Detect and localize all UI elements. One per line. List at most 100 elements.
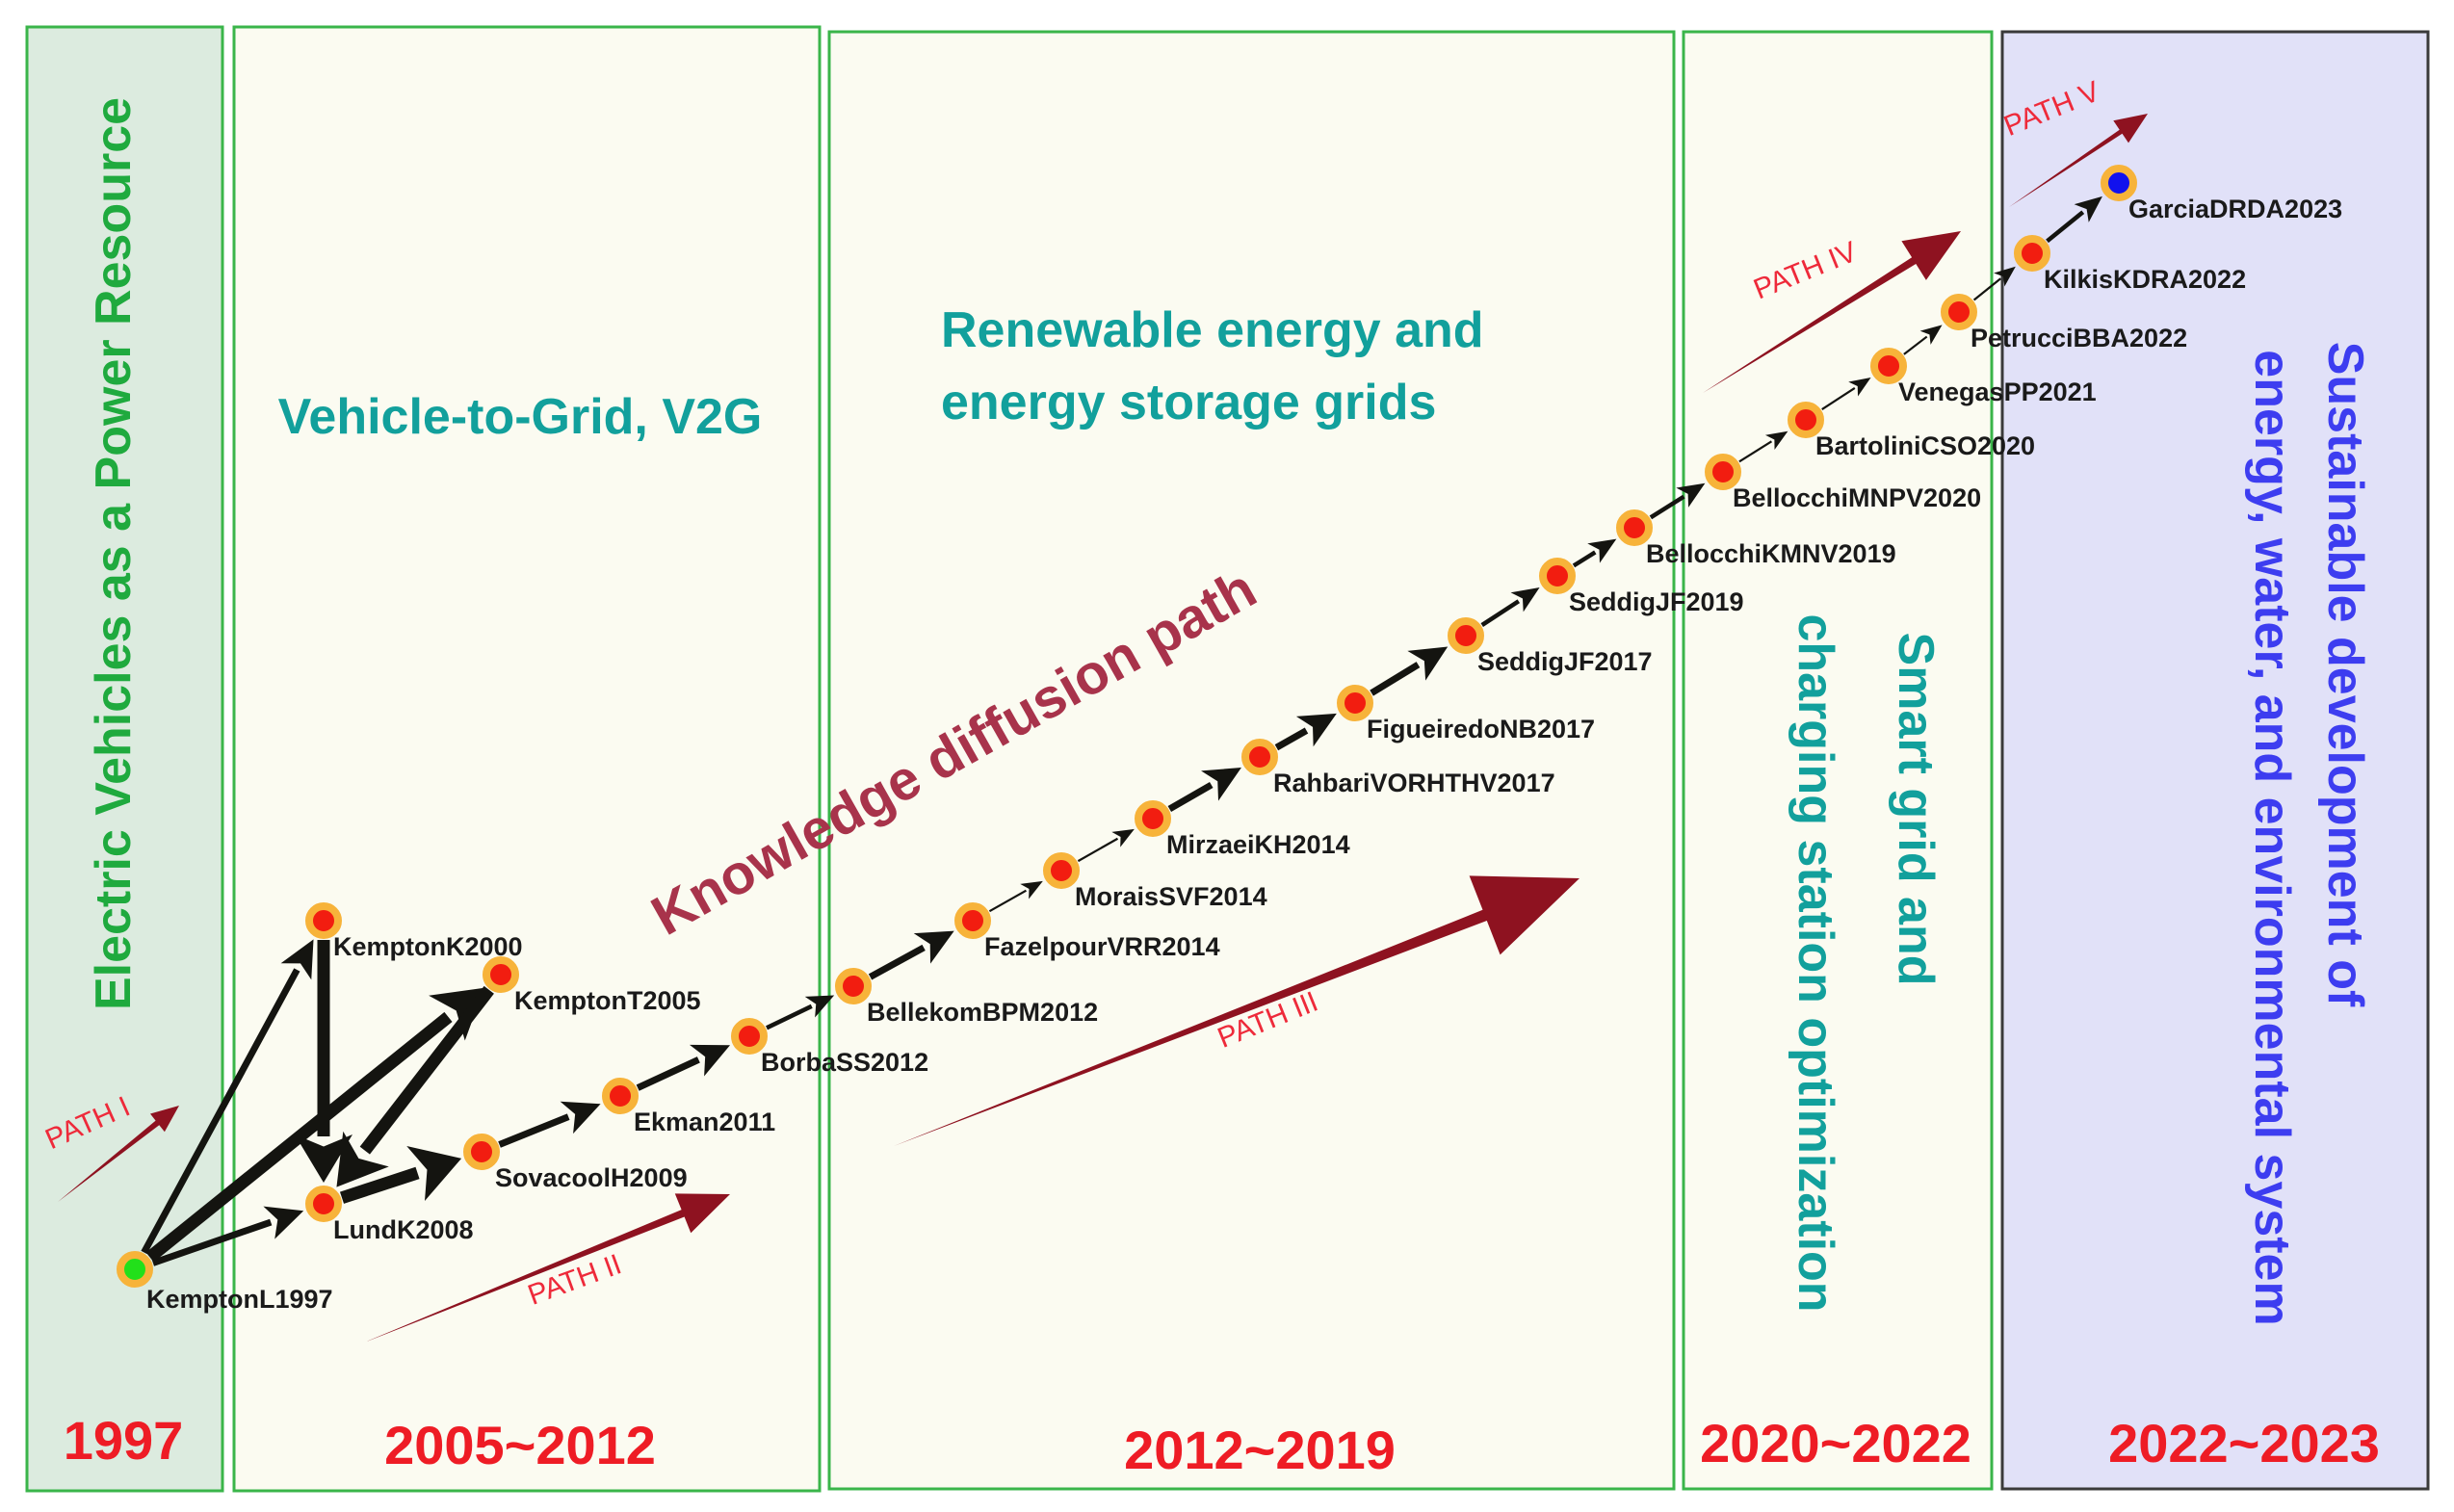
node-label-LundK2008: LundK2008 bbox=[333, 1215, 474, 1244]
edge-arrowhead bbox=[1587, 538, 1617, 563]
node-RahbariVORHTHV2017[interactable] bbox=[1241, 739, 1278, 775]
edge-SovacoolH2009-to-Ekman2011 bbox=[498, 1101, 601, 1148]
edge-line bbox=[339, 1166, 420, 1204]
node-BartoliniCSO2020[interactable] bbox=[1788, 402, 1824, 438]
node-BellocchiMNPV2020[interactable] bbox=[1705, 454, 1741, 490]
edge-arrowhead bbox=[1764, 430, 1788, 451]
edge-FigueiredoNB2017-to-SeddigJF2017 bbox=[1370, 646, 1449, 696]
node-labels: KemptonL1997 KemptonK2000 LundK2008 Kempton… bbox=[146, 195, 2342, 1314]
edge-line bbox=[1572, 550, 1597, 568]
edge-line bbox=[988, 889, 1027, 913]
edge-line bbox=[1167, 781, 1214, 813]
node-Ekman2011[interactable] bbox=[602, 1078, 639, 1114]
node-label-FigueiredoNB2017: FigueiredoNB2017 bbox=[1367, 715, 1595, 743]
edge-line bbox=[2046, 210, 2085, 244]
node-label-VenegasPP2021: VenegasPP2021 bbox=[1898, 378, 2097, 406]
edge-Ekman2011-to-BorbaSS2012 bbox=[636, 1044, 731, 1091]
node-label-KilkisKDRA2022: KilkisKDRA2022 bbox=[2044, 265, 2246, 294]
edge-arrowhead bbox=[336, 1131, 389, 1187]
node-KemptonT2005[interactable] bbox=[483, 956, 519, 993]
node-label-FazelpourVRR2014: FazelpourVRR2014 bbox=[984, 932, 1220, 961]
edge-line bbox=[1903, 335, 1928, 355]
edge-arrowhead bbox=[429, 987, 484, 1041]
theme-smart-grid-line1: Smart grid and bbox=[1888, 633, 1944, 986]
node-SovacoolH2009[interactable] bbox=[463, 1134, 500, 1170]
edge-KemptonL1997-to-LundK2008 bbox=[151, 1206, 304, 1266]
node-label-BellekomBPM2012: BellekomBPM2012 bbox=[867, 998, 1098, 1027]
edge-line bbox=[1821, 386, 1856, 411]
edge-line bbox=[1649, 494, 1685, 520]
node-label-MirzaeiKH2014: MirzaeiKH2014 bbox=[1166, 830, 1350, 859]
node-FigueiredoNB2017[interactable] bbox=[1337, 685, 1373, 721]
node-label-SeddigJF2019: SeddigJF2019 bbox=[1569, 587, 1744, 616]
node-label-MoraisSVF2014: MoraisSVF2014 bbox=[1075, 882, 1267, 911]
edge-arrowhead bbox=[1111, 828, 1135, 847]
citation-edges bbox=[141, 196, 2102, 1266]
edge-arrowhead bbox=[295, 1134, 352, 1183]
node-label-BellocchiKMNV2019: BellocchiKMNV2019 bbox=[1646, 539, 1896, 568]
edge-BartoliniCSO2020-to-VenegasPP2021 bbox=[1821, 378, 1871, 411]
node-VenegasPP2021[interactable] bbox=[1870, 348, 1907, 384]
theme-smart-grid-line2: charging station optimization bbox=[1788, 613, 1843, 1312]
edge-LundK2008-to-SovacoolH2009 bbox=[339, 1146, 462, 1204]
theme-sustainable-line1: Sustainable development of bbox=[2317, 342, 2373, 1007]
edge-arrowhead bbox=[263, 1206, 304, 1239]
node-label-Ekman2011: Ekman2011 bbox=[634, 1108, 775, 1136]
edge-SeddigJF2017-to-SeddigJF2019 bbox=[1480, 587, 1540, 627]
node-GarciaDRDA2023[interactable] bbox=[2101, 165, 2137, 201]
node-SeddigJF2019[interactable] bbox=[1539, 558, 1576, 594]
edge-line bbox=[1480, 599, 1521, 627]
edge-arrowhead bbox=[1407, 646, 1449, 681]
year-label-2020-2022: 2020~2022 bbox=[1700, 1413, 1971, 1473]
edge-arrowhead bbox=[406, 1146, 462, 1202]
node-label-GarciaDRDA2023: GarciaDRDA2023 bbox=[2128, 195, 2342, 223]
year-label-1997: 1997 bbox=[64, 1410, 184, 1471]
citation-nodes bbox=[117, 165, 2137, 1288]
edge-arrowhead bbox=[1201, 767, 1241, 801]
node-label-BellocchiMNPV2020: BellocchiMNPV2020 bbox=[1733, 483, 1981, 512]
node-BellekomBPM2012[interactable] bbox=[835, 968, 872, 1004]
node-MoraisSVF2014[interactable] bbox=[1043, 852, 1080, 889]
edge-line bbox=[636, 1056, 700, 1091]
node-label-SeddigJF2017: SeddigJF2017 bbox=[1477, 647, 1653, 676]
node-KilkisKDRA2022[interactable] bbox=[2014, 235, 2050, 272]
edge-arrowhead bbox=[2074, 196, 2102, 222]
edge-line bbox=[868, 944, 926, 980]
edge-line bbox=[1972, 277, 2001, 301]
edge-RahbariVORHTHV2017-to-FigueiredoNB2017 bbox=[1274, 713, 1337, 751]
edge-line bbox=[1370, 662, 1421, 696]
period-panels bbox=[25, 25, 2430, 1493]
edge-BellocchiMNPV2020-to-BartoliniCSO2020 bbox=[1738, 430, 1788, 463]
node-FazelpourVRR2014[interactable] bbox=[954, 902, 991, 939]
node-MirzaeiKH2014[interactable] bbox=[1135, 800, 1171, 837]
node-SeddigJF2017[interactable] bbox=[1448, 617, 1484, 654]
node-label-RahbariVORHTHV2017: RahbariVORHTHV2017 bbox=[1273, 769, 1555, 797]
node-KemptonK2000[interactable] bbox=[305, 902, 342, 939]
edge-line bbox=[1738, 440, 1773, 463]
theme-renewable-line2: energy storage grids bbox=[941, 375, 1436, 430]
edge-arrowhead bbox=[689, 1044, 731, 1077]
node-LundK2008[interactable] bbox=[305, 1186, 342, 1222]
edge-arrowhead bbox=[1994, 266, 2016, 287]
edge-KemptonL1997-to-KemptonK2000 bbox=[141, 939, 314, 1255]
node-PetrucciBBA2022[interactable] bbox=[1941, 294, 1977, 330]
node-BorbaSS2012[interactable] bbox=[731, 1018, 768, 1055]
node-label-KemptonK2000: KemptonK2000 bbox=[333, 932, 523, 961]
edge-KemptonK2000-to-LundK2008 bbox=[295, 940, 352, 1183]
edge-arrowhead bbox=[560, 1101, 601, 1134]
edge-line bbox=[1077, 837, 1119, 863]
path-v-arrow bbox=[2009, 114, 2148, 207]
node-BellocchiKMNV2019[interactable] bbox=[1616, 509, 1653, 546]
edge-line bbox=[498, 1113, 570, 1148]
theme-sustainable-line2: energy, water, and environmental system bbox=[2244, 350, 2300, 1325]
node-label-KemptonT2005: KemptonT2005 bbox=[514, 986, 701, 1015]
year-label-2012-2019: 2012~2019 bbox=[1124, 1420, 1396, 1480]
edge-SeddigJF2019-to-BellocchiKMNV2019 bbox=[1572, 538, 1617, 568]
node-label-PetrucciBBA2022: PetrucciBBA2022 bbox=[1971, 324, 2187, 352]
node-label-SovacoolH2009: SovacoolH2009 bbox=[495, 1163, 688, 1192]
node-KemptonL1997[interactable] bbox=[117, 1251, 153, 1288]
path-iii-arrow bbox=[894, 875, 1579, 1146]
edge-line bbox=[141, 968, 300, 1255]
edge-MirzaeiKH2014-to-RahbariVORHTHV2017 bbox=[1167, 767, 1241, 813]
